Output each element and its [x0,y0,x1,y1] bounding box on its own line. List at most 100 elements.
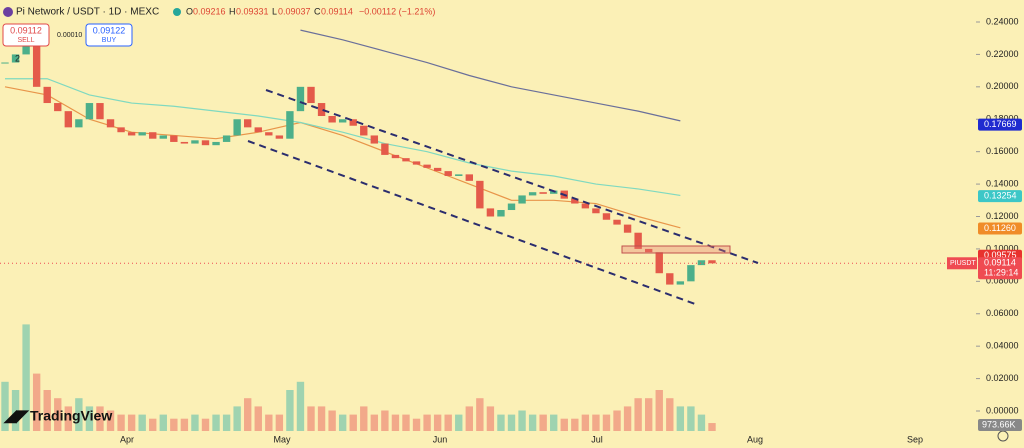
candle [307,86,315,104]
volume-bar [507,414,516,431]
volume-bar [433,414,442,431]
candle [11,54,20,63]
volume-bar [423,414,431,431]
candle [528,192,537,196]
moving-average [5,78,681,197]
candle [338,119,347,123]
price-tag [978,222,1022,235]
symbol: Pi Network / USDT · 1D · MEXC [16,7,159,18]
volume-bar [349,414,357,431]
candle [602,213,611,220]
volume-bar [518,410,526,431]
buy-price: 0.09122 [93,25,126,35]
header: Pi Network / USDT · 1D · MEXC O 0.09216 … [3,6,435,18]
volume-bar [666,398,674,431]
candle [507,203,516,211]
change: −0.00112 (−1.21%) [359,6,435,16]
y-tick-label: 0.06000 [986,308,1019,318]
volume-bar [528,414,537,431]
y-tick-label: 0.14000 [986,178,1019,188]
candle [149,132,157,139]
candle [623,224,632,233]
candle [360,125,368,136]
volume-bar [191,414,199,431]
buy-label: BUY [102,37,117,44]
candle [265,132,273,136]
volume-bar [697,414,706,431]
candle [571,198,579,204]
candle [96,103,104,120]
y-tick-label: 0.10000 [986,243,1019,253]
volume-bar [117,414,125,431]
candle [180,141,189,144]
volume-bar [265,414,273,431]
candle [43,86,51,104]
layers: 2 [15,53,20,63]
last-price-tag [978,257,1022,280]
candle [106,119,115,128]
candle [138,132,146,136]
volume-bar [455,414,463,431]
volume-bar [96,406,104,431]
y-tick-label: 0.04000 [986,341,1019,351]
candle [476,180,484,209]
volume-bar [634,398,642,431]
volume-bar [244,398,252,431]
trade-panel: 0.09112 SELL 0.00010 0.09122 BUY 2 [2,23,133,63]
close: 0.09114 [321,6,353,16]
volume-bar [381,410,389,431]
close-label: C [314,6,321,16]
candle [455,174,463,176]
candle [222,135,231,142]
volume-bar [127,414,136,431]
buy-button[interactable] [85,23,133,47]
channel-upper [265,89,759,264]
candle [296,86,305,112]
volume-bar [444,414,452,431]
x-tick-label: Jun [433,434,448,444]
volume-bar [170,418,178,431]
volume-bar [222,414,231,431]
candle [676,281,685,285]
symbol-tag [947,257,977,270]
volume-bar [465,406,473,431]
open-label: O [186,6,193,16]
volume-bar [138,414,146,431]
volume-bar [32,373,41,431]
volume-bar [550,414,558,431]
candle [32,46,41,87]
volume-bar [402,414,410,431]
volume-bar [328,410,336,431]
candle [201,140,210,146]
volume-bar [180,418,189,431]
volume-bar [571,418,579,431]
brand: ◢◤ TradingView [3,408,112,426]
volume-tag-label: 973.66K [982,419,1016,429]
volume-bar [43,390,51,431]
volume-bar [539,414,547,431]
status-dot [173,8,181,16]
volume-bar [212,414,220,431]
y-tick-label: 0.16000 [986,146,1019,156]
resistance-box [621,245,731,254]
volume-bar [560,418,568,431]
candle [349,119,357,126]
candle [634,232,642,249]
low: 0.09037 [278,6,311,16]
candle [708,260,716,264]
candle [402,158,410,162]
price-tag-label: 0.13254 [984,191,1017,201]
candle [412,161,421,165]
y-tick-label: 0.12000 [986,211,1019,221]
price-tag [978,190,1022,203]
candle [465,174,473,181]
candle [254,127,262,133]
x-tick-label: Apr [120,434,134,444]
volume-bar [655,390,663,431]
candle [75,119,83,128]
sell-button[interactable] [2,23,50,47]
volume-bar [254,406,262,431]
high-label: H [229,6,236,16]
low-label: L [272,6,277,16]
